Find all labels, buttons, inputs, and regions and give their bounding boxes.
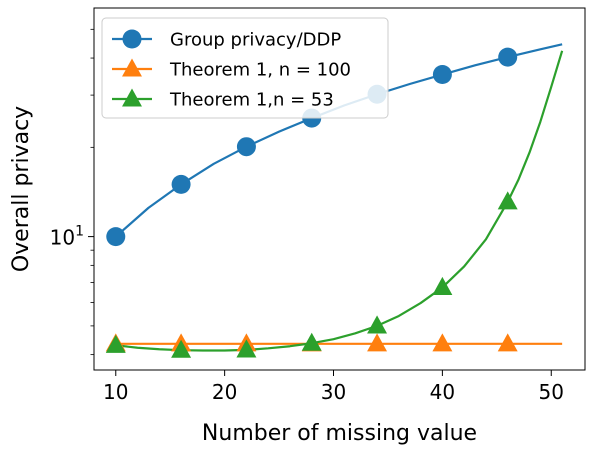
- x-tick-label: 40: [430, 380, 455, 404]
- legend-marker: [122, 29, 142, 49]
- legend-label: Group privacy/DDP: [170, 30, 341, 51]
- data-point-triangle: [432, 333, 453, 352]
- x-tick-label: 10: [103, 380, 128, 404]
- legend-marker: [122, 88, 142, 107]
- data-point-triangle: [236, 339, 257, 358]
- data-point-circle: [236, 137, 256, 157]
- x-tick-label: 20: [212, 380, 237, 404]
- legend-label: Theorem 1, n = 100: [169, 60, 351, 81]
- y-tick-exponent: 1: [75, 224, 84, 240]
- data-point-triangle: [367, 333, 388, 352]
- x-axis-label: Number of missing value: [202, 421, 477, 446]
- data-point-circle: [498, 47, 518, 67]
- x-tick-label: 50: [539, 380, 564, 404]
- legend: Group privacy/DDP Theorem 1, n = 100 Theor…: [101, 17, 389, 119]
- data-point-circle: [171, 174, 191, 194]
- legend-box: [101, 17, 389, 119]
- data-point-triangle: [171, 339, 192, 358]
- legend-marker: [122, 58, 142, 77]
- series-line: [115, 50, 564, 352]
- data-point-triangle: [497, 333, 518, 352]
- y-axis-ticks: 101: [50, 28, 94, 356]
- x-tick-label: 30: [321, 380, 346, 404]
- data-point-triangle: [105, 334, 126, 353]
- plot-frame: [93, 7, 586, 371]
- x-axis-ticks: 10 20 30 40 50: [103, 370, 564, 404]
- y-tick-label: 101: [50, 224, 84, 250]
- data-point-triangle: [497, 191, 518, 210]
- y-axis-label: Overall privacy: [9, 106, 34, 272]
- legend-items: Group privacy/DDP Theorem 1, n = 100 Theor…: [112, 29, 351, 111]
- data-point-circle: [432, 65, 452, 85]
- legend-label: Theorem 1,n = 53: [169, 90, 334, 111]
- data-point-triangle: [367, 315, 388, 334]
- data-point-triangle: [432, 276, 453, 295]
- data-point-triangle: [301, 332, 322, 351]
- y-tick-base: 10: [50, 226, 75, 250]
- data-point-circle: [106, 227, 126, 247]
